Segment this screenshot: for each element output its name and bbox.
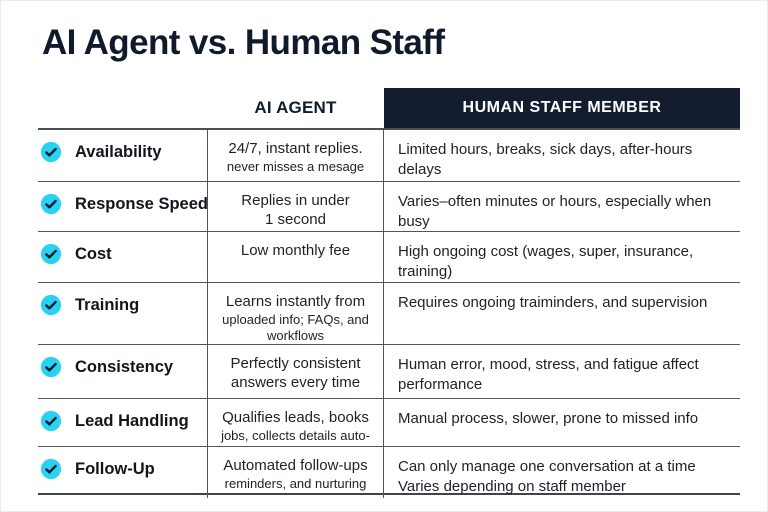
- ai-agent-cell: Learns instantly from uploaded info; FAQs…: [207, 283, 384, 344]
- feature-label: Availability: [75, 143, 162, 161]
- check-icon: [40, 141, 62, 163]
- comparison-table: AI AGENT HUMAN STAFF MEMBER Availability…: [38, 88, 740, 498]
- ai-agent-cell: Qualifies leads, books jobs, collects det…: [207, 399, 384, 446]
- ai-agent-text-line: Automated follow-ups: [223, 457, 368, 474]
- human-staff-cell: Can only manage one conversation at a ti…: [398, 458, 696, 496]
- ai-agent-text-line: never misses a mesage: [226, 158, 365, 174]
- ai-agent-text-line: 1 second: [265, 210, 326, 228]
- ai-agent-cell: Perfectly consistent answers every time: [207, 345, 384, 398]
- feature-label: Follow-Up: [75, 460, 155, 478]
- feature-label: Training: [75, 296, 140, 314]
- feature-cell: Follow-Up: [38, 447, 207, 498]
- table-row: Cost Low monthly fee High ongoing cost (wa…: [38, 232, 740, 283]
- check-icon: [40, 193, 62, 215]
- ai-agent-text-line: Low monthly fee: [240, 242, 351, 259]
- table-row: Response Speed Replies in under 1 second Va…: [38, 182, 740, 233]
- check-icon: [40, 410, 62, 432]
- ai-agent-cell: Replies in under 1 second: [207, 182, 384, 233]
- human-staff-cell: Human error, mood, stress, and fatigue a…: [398, 356, 699, 394]
- check-icon: [40, 458, 62, 480]
- table-body: Availability 24/7, instant replies. never …: [38, 128, 740, 498]
- ai-agent-text-line: Replies in under: [241, 192, 350, 209]
- human-staff-cell: Requires ongoing traiminders, and superv…: [398, 294, 708, 311]
- check-icon: [40, 356, 62, 378]
- feature-label: Lead Handling: [75, 412, 189, 430]
- ai-agent-text-line: answers every time: [230, 373, 361, 391]
- ai-agent-text-line: Qualifies leads, books: [222, 409, 369, 426]
- ai-agent-cell: Automated follow-ups reminders, and nurtu…: [207, 447, 384, 498]
- check-icon: [40, 243, 62, 265]
- feature-label: Consistency: [75, 358, 174, 376]
- ai-agent-text-line: reminders, and nurturing: [224, 475, 367, 491]
- header-spacer: [38, 88, 207, 128]
- table-header-row: AI AGENT HUMAN STAFF MEMBER: [38, 88, 740, 128]
- feature-cell: Lead Handling: [38, 399, 207, 446]
- check-icon: [40, 294, 62, 316]
- table-row: Consistency Perfectly consistent answers e…: [38, 345, 740, 399]
- feature-cell: Training: [38, 283, 207, 344]
- feature-label: Cost: [75, 245, 112, 263]
- ai-agent-cell: 24/7, instant replies. never misses a mes…: [207, 130, 384, 181]
- ai-agent-text-line: Learns instantly from: [225, 293, 366, 310]
- human-staff-cell: Manual process, slower, prone to missed …: [398, 410, 699, 427]
- column-header-ai-agent: AI AGENT: [254, 98, 337, 117]
- feature-cell: Cost: [38, 232, 207, 283]
- feature-cell: Response Speed: [38, 182, 208, 233]
- ai-agent-text-line: uploaded info; FAQs, and: [222, 311, 369, 327]
- table-row: Lead Handling Qualifies leads, books jobs,…: [38, 399, 740, 447]
- page-title: AI Agent vs. Human Staff: [42, 23, 445, 62]
- ai-agent-cell: Low monthly fee: [207, 232, 384, 283]
- human-staff-cell: High ongoing cost (wages, super, insuran…: [398, 243, 694, 281]
- column-header-human-staff: HUMAN STAFF MEMBER: [384, 88, 740, 128]
- table-row: Follow-Up Automated follow-ups reminders, …: [38, 447, 740, 498]
- human-staff-cell: Varies–often minutes or hours, especiall…: [398, 193, 712, 231]
- table-row: Training Learns instantly from uploaded in…: [38, 283, 740, 345]
- feature-cell: Availability: [38, 130, 207, 181]
- table-row: Availability 24/7, instant replies. never …: [38, 130, 740, 182]
- feature-cell: Consistency: [38, 345, 207, 398]
- ai-agent-text-line: 24/7, instant replies.: [228, 140, 363, 157]
- human-staff-cell: Limited hours, breaks, sick days, after-…: [398, 141, 693, 179]
- ai-agent-text-line: jobs, collects details auto-: [221, 427, 370, 443]
- ai-agent-text-line: workflows: [266, 327, 325, 343]
- ai-agent-text-line: Perfectly consistent: [230, 355, 361, 372]
- feature-label: Response Speed: [75, 195, 208, 213]
